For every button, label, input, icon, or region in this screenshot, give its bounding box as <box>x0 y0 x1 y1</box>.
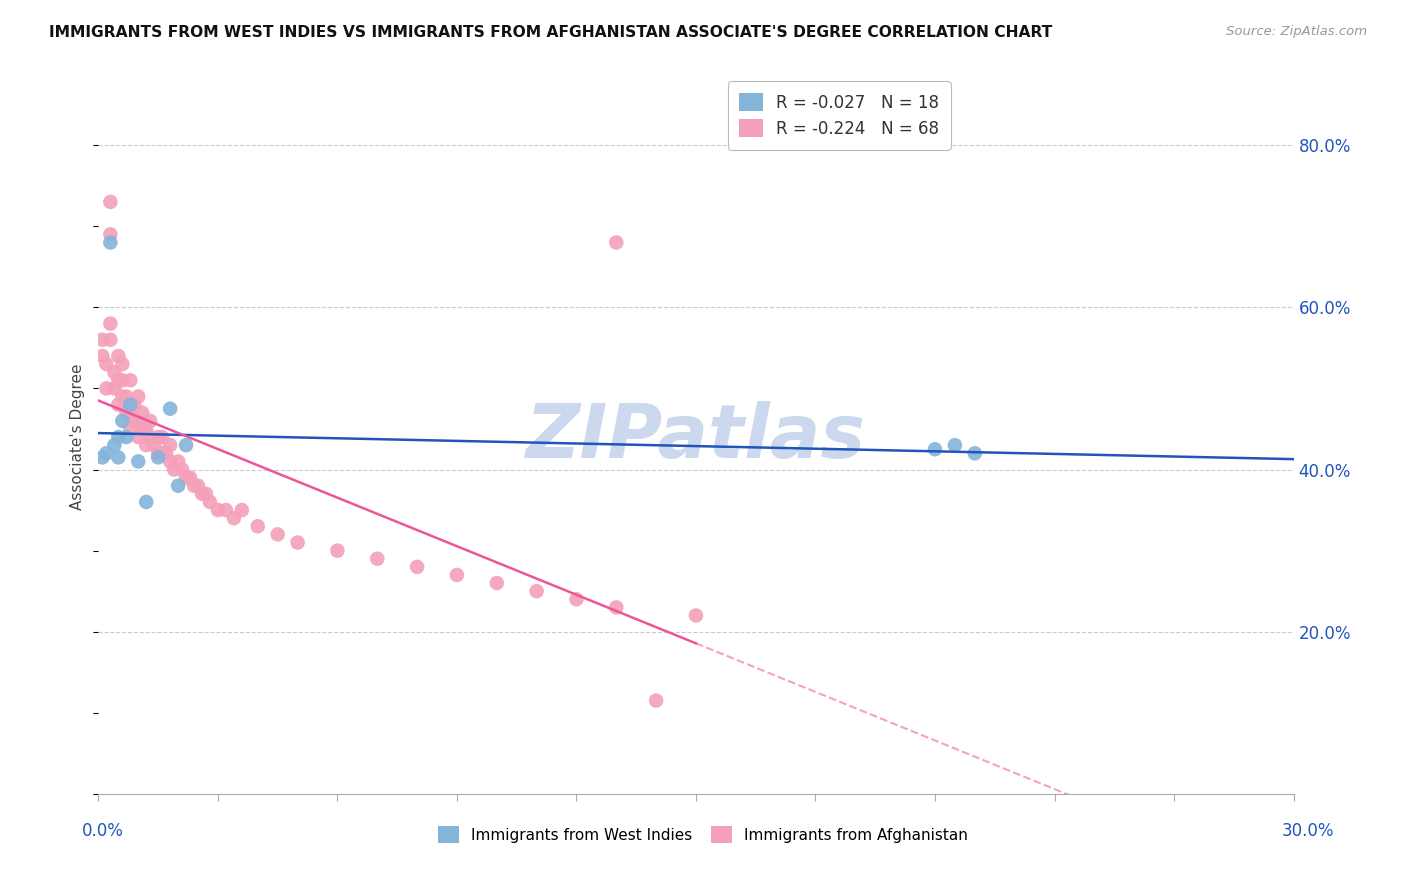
Point <box>605 235 627 250</box>
Point <box>111 357 134 371</box>
Point <box>207 503 229 517</box>
Point <box>366 551 388 566</box>
Point <box>111 414 134 428</box>
Point <box>91 450 114 465</box>
Point <box>163 462 186 476</box>
Point <box>231 503 253 517</box>
Point <box>96 357 118 371</box>
Point <box>107 398 129 412</box>
Point <box>167 479 190 493</box>
Point <box>485 576 508 591</box>
Point <box>98 235 122 250</box>
Point <box>174 470 197 484</box>
Point <box>98 194 122 209</box>
Point <box>139 414 162 428</box>
Point <box>526 584 548 599</box>
Point <box>287 535 309 549</box>
Point <box>96 381 118 395</box>
Point <box>127 430 149 444</box>
Point <box>107 349 129 363</box>
Point <box>605 600 627 615</box>
Point <box>446 568 468 582</box>
Point <box>139 430 162 444</box>
Point <box>406 559 429 574</box>
Point <box>150 446 173 460</box>
Point <box>326 543 349 558</box>
Point <box>98 333 122 347</box>
Point <box>127 414 149 428</box>
Point <box>159 438 181 452</box>
Point <box>191 487 214 501</box>
Point <box>98 317 122 331</box>
Point <box>131 422 153 436</box>
Point <box>943 438 966 452</box>
Y-axis label: Associate's Degree: Associate's Degree <box>70 364 86 510</box>
Point <box>127 390 149 404</box>
Point <box>131 406 153 420</box>
Point <box>246 519 269 533</box>
Point <box>159 454 181 468</box>
Legend: R = -0.027   N = 18, R = -0.224   N = 68: R = -0.027 N = 18, R = -0.224 N = 68 <box>727 81 950 150</box>
Point <box>111 373 134 387</box>
Point <box>98 227 122 242</box>
Point <box>198 495 221 509</box>
Text: IMMIGRANTS FROM WEST INDIES VS IMMIGRANTS FROM AFGHANISTAN ASSOCIATE'S DEGREE CO: IMMIGRANTS FROM WEST INDIES VS IMMIGRANT… <box>49 25 1053 40</box>
Point <box>963 446 986 460</box>
Point <box>685 608 707 623</box>
Point <box>107 450 129 465</box>
Point <box>135 495 157 509</box>
Point <box>159 401 181 416</box>
Text: 0.0%: 0.0% <box>82 822 124 840</box>
Point <box>267 527 290 541</box>
Point <box>127 454 149 468</box>
Point <box>187 479 209 493</box>
Point <box>172 462 194 476</box>
Point <box>565 592 588 607</box>
Point <box>111 390 134 404</box>
Point <box>148 446 170 460</box>
Point <box>645 693 668 707</box>
Point <box>148 450 170 465</box>
Point <box>120 422 142 436</box>
Point <box>103 365 125 379</box>
Point <box>120 373 142 387</box>
Point <box>155 446 177 460</box>
Text: 30.0%: 30.0% <box>1281 822 1334 840</box>
Point <box>103 438 125 452</box>
Point <box>135 438 157 452</box>
Point <box>107 373 129 387</box>
Point <box>96 446 118 460</box>
Point <box>115 430 138 444</box>
Point <box>124 398 146 412</box>
Point <box>924 442 946 457</box>
Point <box>148 430 170 444</box>
Point <box>135 422 157 436</box>
Point <box>120 398 142 412</box>
Point <box>103 381 125 395</box>
Text: Source: ZipAtlas.com: Source: ZipAtlas.com <box>1226 25 1367 38</box>
Point <box>222 511 245 525</box>
Point <box>215 503 238 517</box>
Point <box>167 454 190 468</box>
Point <box>179 470 201 484</box>
Point <box>124 414 146 428</box>
Point <box>91 349 114 363</box>
Text: ZIPatlas: ZIPatlas <box>526 401 866 474</box>
Point <box>120 406 142 420</box>
Point <box>143 438 166 452</box>
Point <box>115 390 138 404</box>
Legend: Immigrants from West Indies, Immigrants from Afghanistan: Immigrants from West Indies, Immigrants … <box>430 819 976 850</box>
Point <box>91 333 114 347</box>
Point <box>174 438 197 452</box>
Point <box>115 406 138 420</box>
Point <box>107 430 129 444</box>
Point <box>150 430 173 444</box>
Point <box>183 479 205 493</box>
Point <box>195 487 218 501</box>
